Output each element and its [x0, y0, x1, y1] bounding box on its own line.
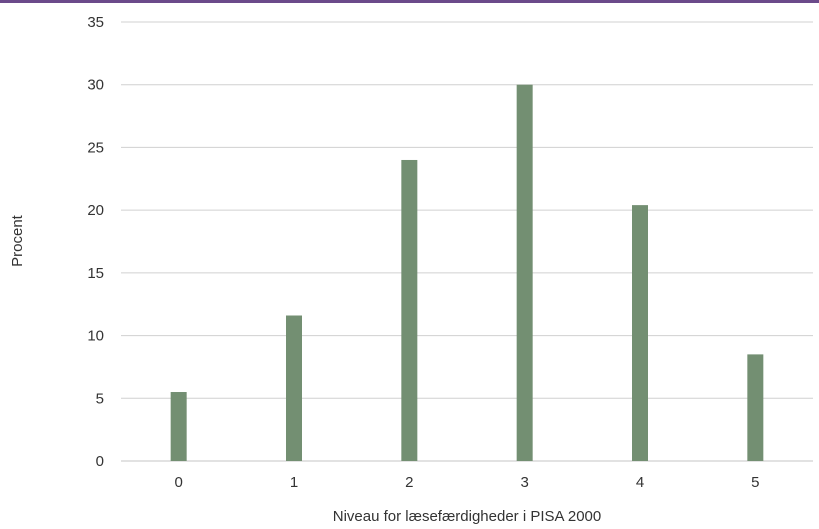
x-tick-label: 3 [520, 474, 528, 491]
y-tick-label: 5 [96, 390, 104, 407]
top-accent-rule [0, 0, 819, 3]
gridlines [121, 21, 813, 462]
bar-level-2 [401, 159, 418, 461]
bars [170, 84, 764, 461]
y-tick-label: 15 [87, 265, 104, 282]
x-axis-title: Niveau for læsefærdigheder i PISA 2000 [333, 508, 601, 525]
x-tick-label: 2 [405, 474, 413, 491]
x-tick-label: 1 [290, 474, 298, 491]
y-tick-label: 30 [87, 77, 104, 94]
bar-level-0 [170, 392, 187, 461]
y-tick-label: 0 [96, 453, 104, 470]
bar-level-3 [516, 84, 533, 461]
x-axis-ticks: 0 1 2 3 4 5 [174, 474, 759, 491]
x-tick-label: 4 [636, 474, 644, 491]
x-tick-label: 0 [174, 474, 182, 491]
y-axis-title: Procent [9, 214, 26, 267]
x-tick-label: 5 [751, 474, 759, 491]
bar-level-1 [286, 315, 302, 461]
y-axis-ticks: 0 5 10 15 20 25 30 35 [87, 14, 104, 470]
y-tick-label: 20 [87, 202, 104, 219]
bar-level-4 [632, 205, 648, 461]
y-tick-label: 35 [87, 14, 104, 31]
y-tick-label: 25 [87, 139, 104, 156]
bar-level-5 [747, 354, 764, 461]
y-tick-label: 10 [87, 328, 104, 345]
